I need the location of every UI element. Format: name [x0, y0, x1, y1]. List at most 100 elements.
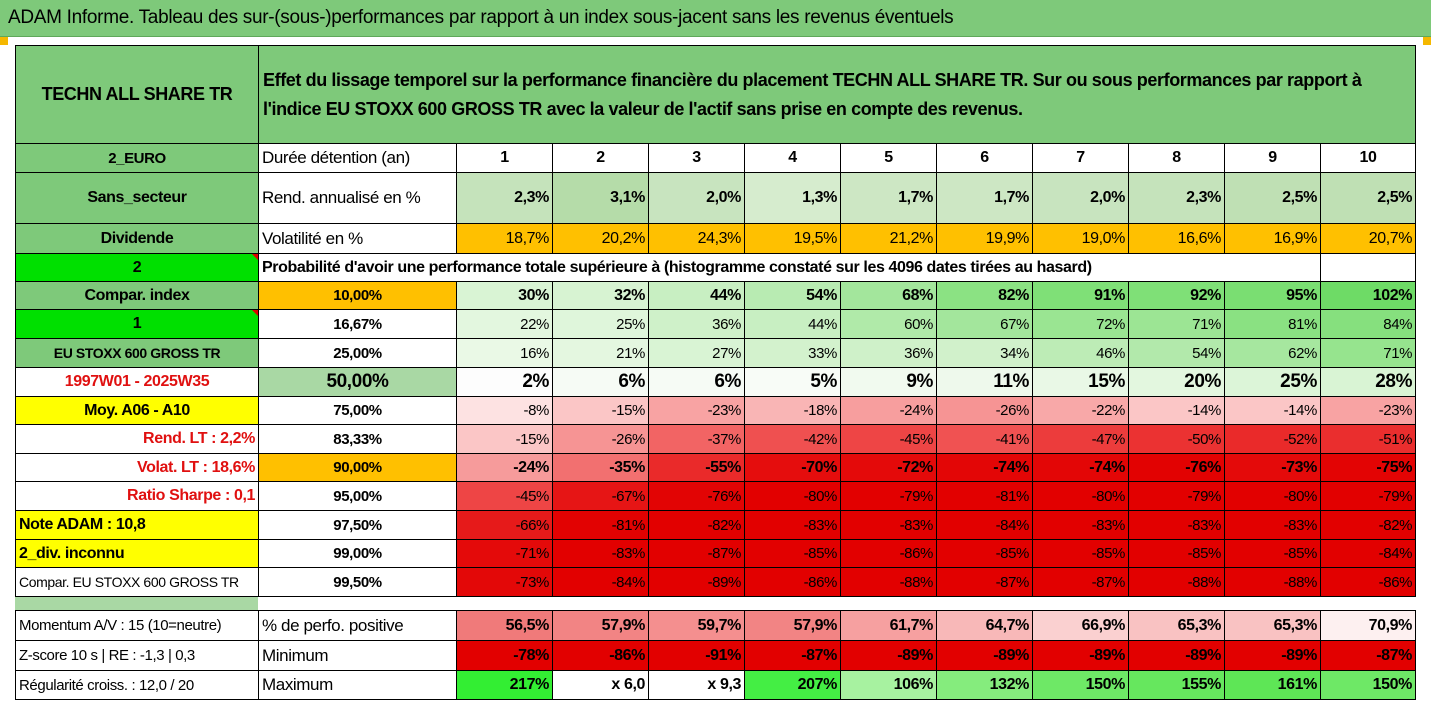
probability-cell: -67%	[552, 481, 649, 511]
probability-cell: 95%	[1224, 281, 1321, 310]
year-header: 8	[1128, 143, 1225, 173]
probability-cell: -76%	[1128, 453, 1225, 482]
probability-cell: -74%	[1032, 453, 1129, 482]
minimum-cell: -86%	[552, 640, 649, 671]
momentum-label: Momentum A/V : 15 (10=neutre)	[15, 610, 259, 641]
probability-cell: -86%	[1319, 567, 1417, 597]
probability-cell: -45%	[840, 424, 937, 454]
probability-cell: -55%	[648, 453, 745, 482]
positive-perf-cell: 57,9%	[552, 610, 649, 641]
quantile-cell: 90,00%	[258, 453, 457, 482]
probability-cell: 84%	[1319, 309, 1417, 339]
probability-cell: 6%	[648, 367, 745, 397]
probability-cell: 44%	[744, 309, 841, 339]
annualized-return-cell: 2,5%	[1224, 172, 1321, 224]
minimum-cell: -91%	[648, 640, 745, 671]
probability-cell: 60%	[840, 309, 937, 339]
probability-cell: 25%	[552, 309, 649, 339]
probability-cell: 9%	[840, 367, 937, 397]
probability-cell: 81%	[1224, 309, 1321, 339]
probability-cell: 34%	[936, 338, 1033, 368]
maximum-cell: 155%	[1128, 670, 1225, 700]
probability-cell: -73%	[1224, 453, 1321, 482]
probability-cell: 44%	[648, 281, 745, 310]
positive-perf-cell: 56,5%	[456, 610, 553, 641]
probability-cell: -23%	[648, 396, 745, 425]
probability-cell: -85%	[744, 539, 841, 568]
annualized-return-cell: 2,3%	[456, 172, 553, 224]
probability-cell: -15%	[552, 396, 649, 425]
probability-cell: -76%	[648, 481, 745, 511]
probability-cell: -83%	[552, 539, 649, 568]
probability-cell: -22%	[1032, 396, 1129, 425]
option-one[interactable]: 1	[15, 309, 259, 339]
performance-grid: TECHN ALL SHARE TR Effet du lissage temp…	[15, 45, 1417, 700]
probability-cell: -84%	[1319, 539, 1417, 568]
volatility-cell: 19,0%	[1032, 223, 1129, 254]
probability-cell: 71%	[1128, 309, 1225, 339]
probability-cell: -15%	[456, 424, 553, 454]
period-label: 1997W01 - 2025W35	[15, 367, 259, 397]
probability-cell: 11%	[936, 367, 1033, 397]
year-header: 2	[552, 143, 649, 173]
maximum-cell: 132%	[936, 670, 1033, 700]
minimum-label: Minimum	[258, 640, 457, 671]
quantile-cell: 99,50%	[258, 567, 457, 597]
probability-cell: -83%	[744, 510, 841, 540]
probability-cell: -45%	[456, 481, 553, 511]
probability-cell: -87%	[648, 539, 745, 568]
probability-cell: 36%	[840, 338, 937, 368]
probability-cell: 54%	[1128, 338, 1225, 368]
probability-cell: -81%	[552, 510, 649, 540]
probability-cell: 25%	[1224, 367, 1321, 397]
year-header: 3	[648, 143, 745, 173]
minimum-cell: -78%	[456, 640, 553, 671]
report-title: ADAM Informe. Tableau des sur-(sous-)per…	[8, 7, 954, 28]
positive-perf-cell: 64,7%	[936, 610, 1033, 641]
rend-lt-label: Rend. LT : 2,2%	[15, 424, 259, 454]
probability-cell: -88%	[1128, 567, 1225, 597]
year-header: 5	[840, 143, 937, 173]
maximum-cell: 161%	[1224, 670, 1321, 700]
maximum-label: Maximum	[258, 670, 457, 700]
option-two[interactable]: 2	[15, 253, 259, 282]
year-header: 7	[1032, 143, 1129, 173]
volatility-cell: 16,6%	[1128, 223, 1225, 254]
probability-cell: -83%	[840, 510, 937, 540]
probability-cell: -88%	[840, 567, 937, 597]
footer-table: Momentum A/V : 15 (10=neutre) % de perfo…	[15, 610, 1416, 700]
probability-cell: 2%	[456, 367, 553, 397]
volatility-cell: 21,2%	[840, 223, 937, 254]
probability-cell: -35%	[552, 453, 649, 482]
probability-cell: -41%	[936, 424, 1033, 454]
positive-perf-cell: 66,9%	[1032, 610, 1129, 641]
year-header: 9	[1224, 143, 1321, 173]
probability-cell: -52%	[1224, 424, 1321, 454]
corner-marker-left	[0, 37, 8, 45]
maximum-cell: 207%	[744, 670, 841, 700]
probability-cell: 6%	[552, 367, 649, 397]
probability-cell: 68%	[840, 281, 937, 310]
maximum-cell: 150%	[1032, 670, 1129, 700]
probability-cell: -85%	[1224, 539, 1321, 568]
sector-label: Sans_secteur	[15, 172, 259, 224]
dividend-label: Dividende	[15, 223, 259, 254]
probability-cell: -80%	[1032, 481, 1129, 511]
maximum-cell: x 9,3	[648, 670, 745, 700]
year-header: 4	[744, 143, 841, 173]
probability-cell: -24%	[840, 396, 937, 425]
quantile-cell: 97,50%	[258, 510, 457, 540]
annualized-return-cell: 1,7%	[840, 172, 937, 224]
probability-cell: -79%	[1319, 481, 1417, 511]
probability-cell: -72%	[840, 453, 937, 482]
regularity-label: Régularité croiss. : 12,0 / 20	[15, 670, 259, 700]
probability-cell: -47%	[1032, 424, 1129, 454]
currency-label: 2_EURO	[15, 143, 259, 173]
probability-cell: -14%	[1224, 396, 1321, 425]
probability-cell: 91%	[1032, 281, 1129, 310]
probability-cell: 46%	[1032, 338, 1129, 368]
minimum-cell: -87%	[744, 640, 841, 671]
probability-cell: -51%	[1319, 424, 1417, 454]
probability-cell: -83%	[1032, 510, 1129, 540]
year-header: 6	[936, 143, 1033, 173]
